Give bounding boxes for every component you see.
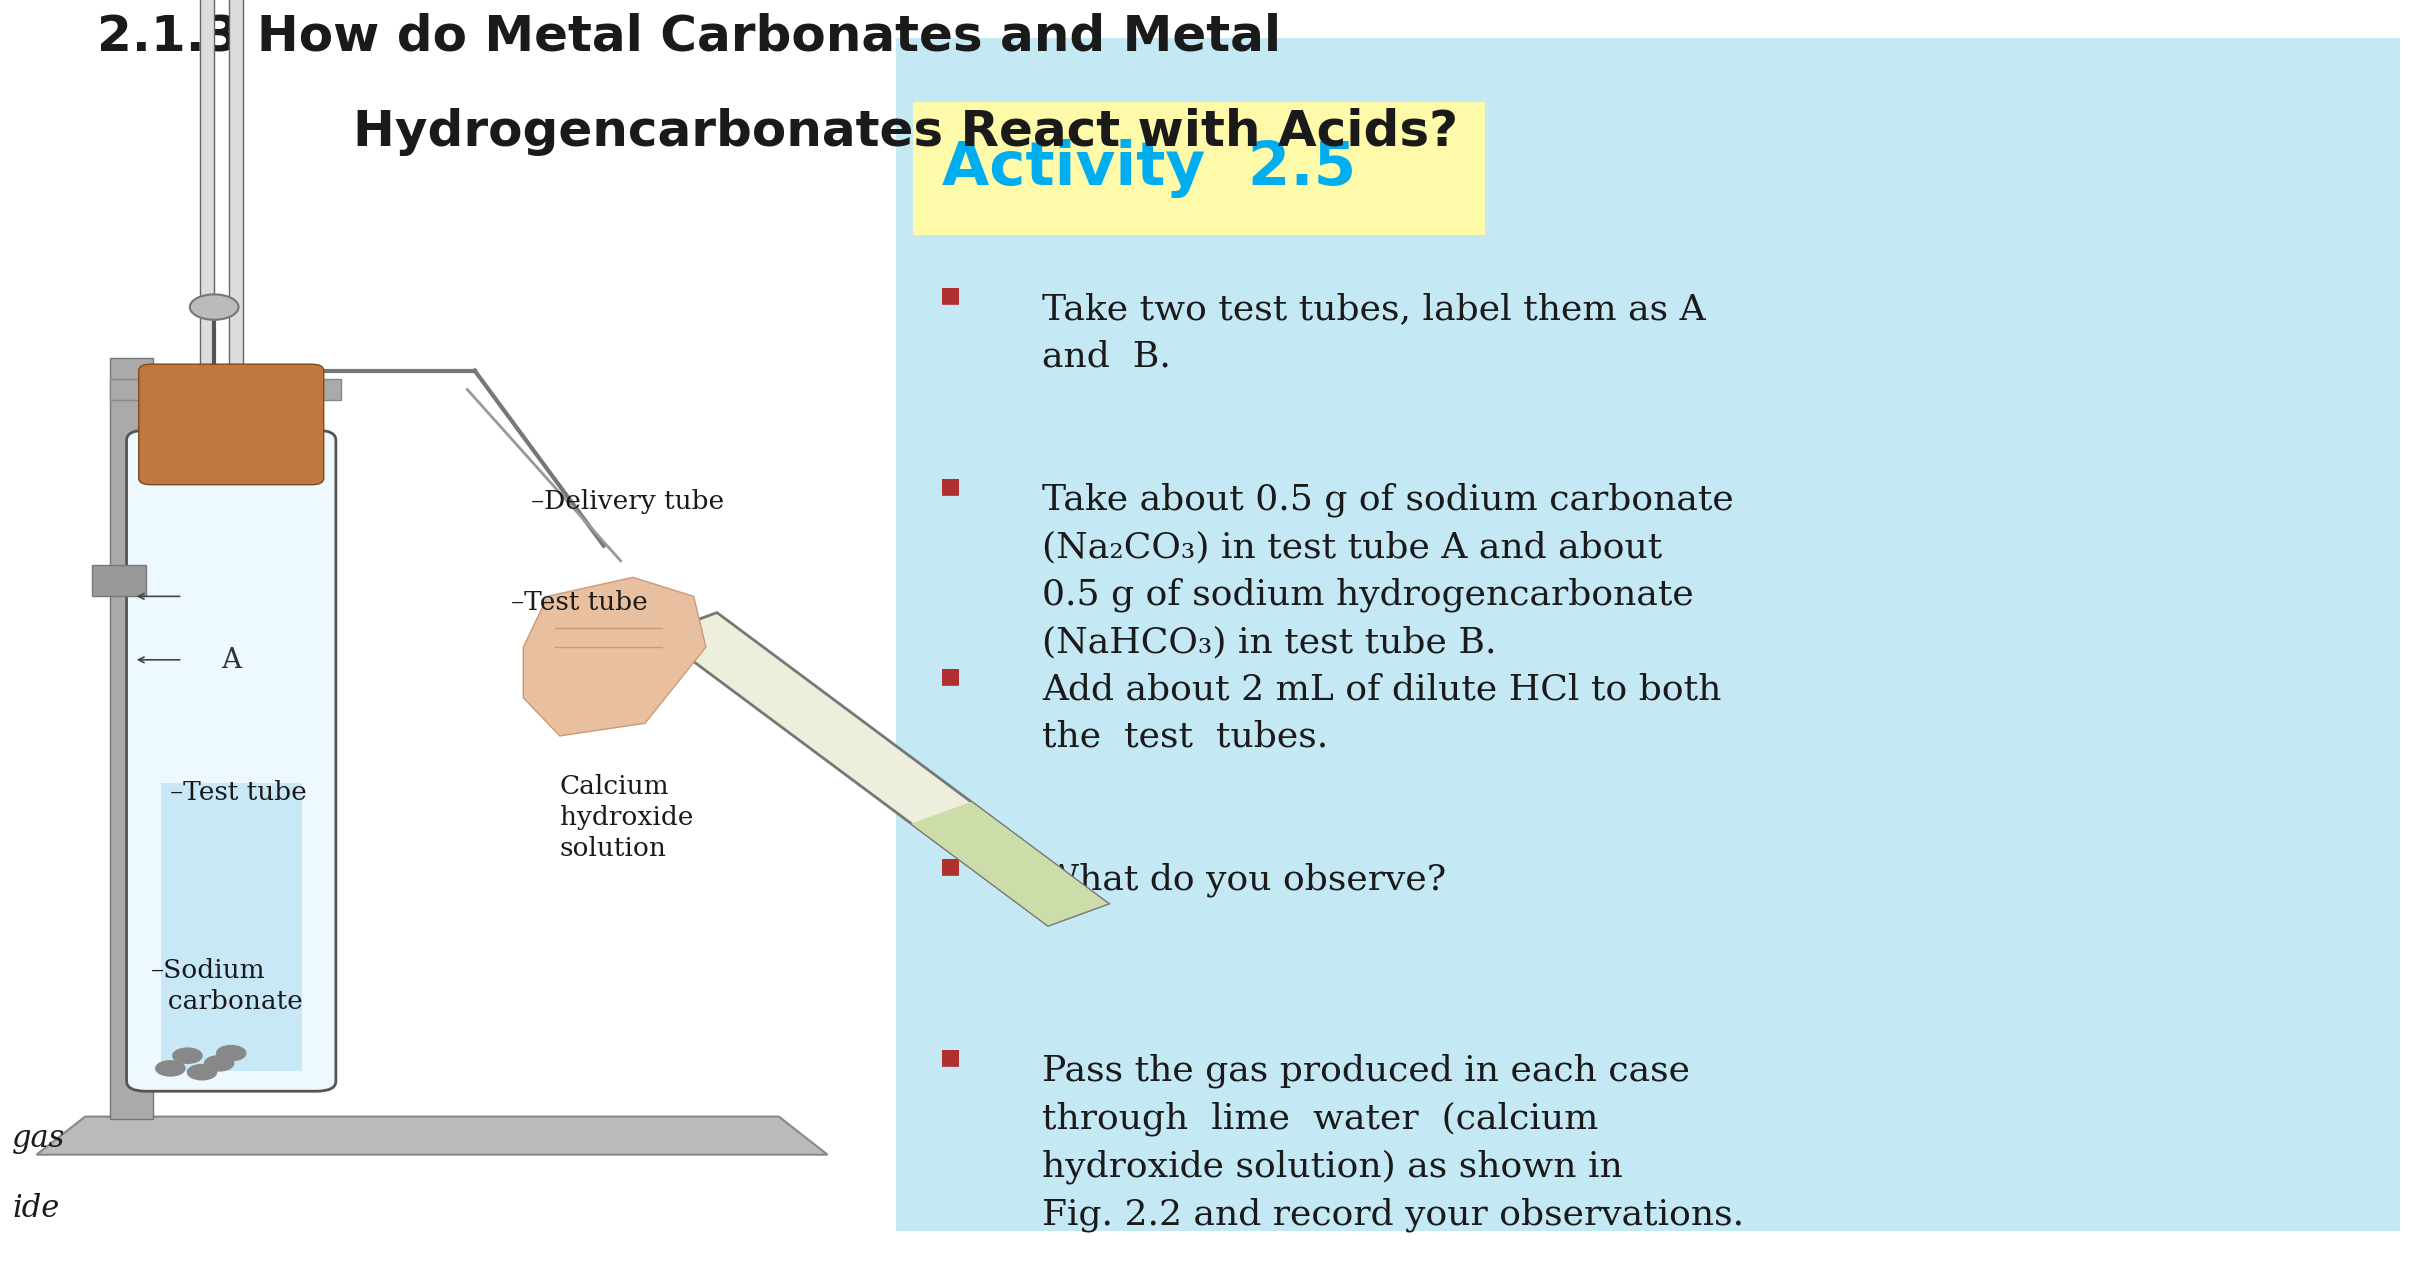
- Circle shape: [204, 1056, 234, 1071]
- Text: Take two test tubes, label them as A
and  B.: Take two test tubes, label them as A and…: [1042, 292, 1706, 374]
- Text: Take about 0.5 g of sodium carbonate
(Na₂CO₃) in test tube A and about
0.5 g of : Take about 0.5 g of sodium carbonate (Na…: [1042, 483, 1733, 659]
- Bar: [200, 0, 214, 466]
- Text: 2.1.3 How do Metal Carbonates and Metal: 2.1.3 How do Metal Carbonates and Metal: [97, 13, 1280, 60]
- Text: ■: ■: [940, 1047, 961, 1066]
- Polygon shape: [523, 577, 706, 736]
- FancyBboxPatch shape: [139, 365, 324, 485]
- Polygon shape: [657, 613, 1107, 925]
- Text: gas: gas: [12, 1123, 66, 1155]
- FancyBboxPatch shape: [896, 38, 2400, 1231]
- Circle shape: [173, 1048, 202, 1064]
- Bar: [92, 564, 146, 596]
- Text: –Test tube: –Test tube: [511, 590, 647, 614]
- Polygon shape: [37, 1116, 828, 1155]
- Bar: [110, 379, 341, 399]
- Text: –Sodium
  carbonate: –Sodium carbonate: [151, 957, 302, 1014]
- Polygon shape: [910, 801, 1107, 925]
- Circle shape: [217, 1046, 246, 1061]
- Text: Add about 2 mL of dilute HCl to both
the  test  tubes.: Add about 2 mL of dilute HCl to both the…: [1042, 672, 1721, 754]
- Text: A: A: [221, 646, 241, 673]
- Bar: [161, 782, 302, 1071]
- Text: ■: ■: [940, 285, 961, 306]
- Text: ■: ■: [940, 856, 961, 877]
- Text: What do you observe?: What do you observe?: [1042, 863, 1446, 897]
- Text: Hydrogencarbonates React with Acids?: Hydrogencarbonates React with Acids?: [353, 108, 1458, 156]
- FancyBboxPatch shape: [913, 101, 1485, 234]
- Text: Pass the gas produced in each case
through  lime  water  (calcium
hydroxide solu: Pass the gas produced in each case throu…: [1042, 1053, 1743, 1231]
- Text: ■: ■: [940, 666, 961, 686]
- Text: –Test tube: –Test tube: [170, 781, 307, 805]
- Circle shape: [190, 294, 239, 320]
- Text: Activity  2.5: Activity 2.5: [942, 138, 1356, 197]
- Text: –Delivery tube: –Delivery tube: [531, 489, 723, 513]
- FancyBboxPatch shape: [127, 430, 336, 1092]
- Circle shape: [187, 1065, 217, 1080]
- Text: ■: ■: [940, 476, 961, 495]
- Bar: [110, 358, 153, 1119]
- Text: ide: ide: [12, 1193, 58, 1224]
- Circle shape: [156, 1061, 185, 1076]
- Bar: [229, 0, 243, 466]
- Text: Calcium
hydroxide
solution: Calcium hydroxide solution: [560, 774, 694, 861]
